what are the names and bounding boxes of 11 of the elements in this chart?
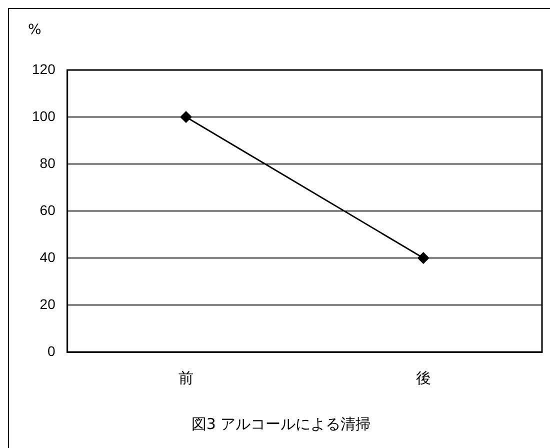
y-tick-label: 40 bbox=[40, 248, 56, 265]
x-tick-label: 前 bbox=[178, 370, 194, 388]
y-tick-label: 80 bbox=[40, 154, 56, 171]
y-tick-label: 100 bbox=[32, 108, 56, 124]
text: 図3 アルコールによる清掃 bbox=[191, 414, 371, 433]
x-tick-label: 後 bbox=[416, 370, 431, 388]
y-tick-label: 60 bbox=[40, 202, 56, 218]
y-tick-label: 120 bbox=[32, 60, 56, 77]
y-axis-title: % bbox=[28, 22, 42, 38]
y-tick-label: 0 bbox=[48, 342, 56, 359]
y-tick-label: 20 bbox=[40, 296, 56, 312]
